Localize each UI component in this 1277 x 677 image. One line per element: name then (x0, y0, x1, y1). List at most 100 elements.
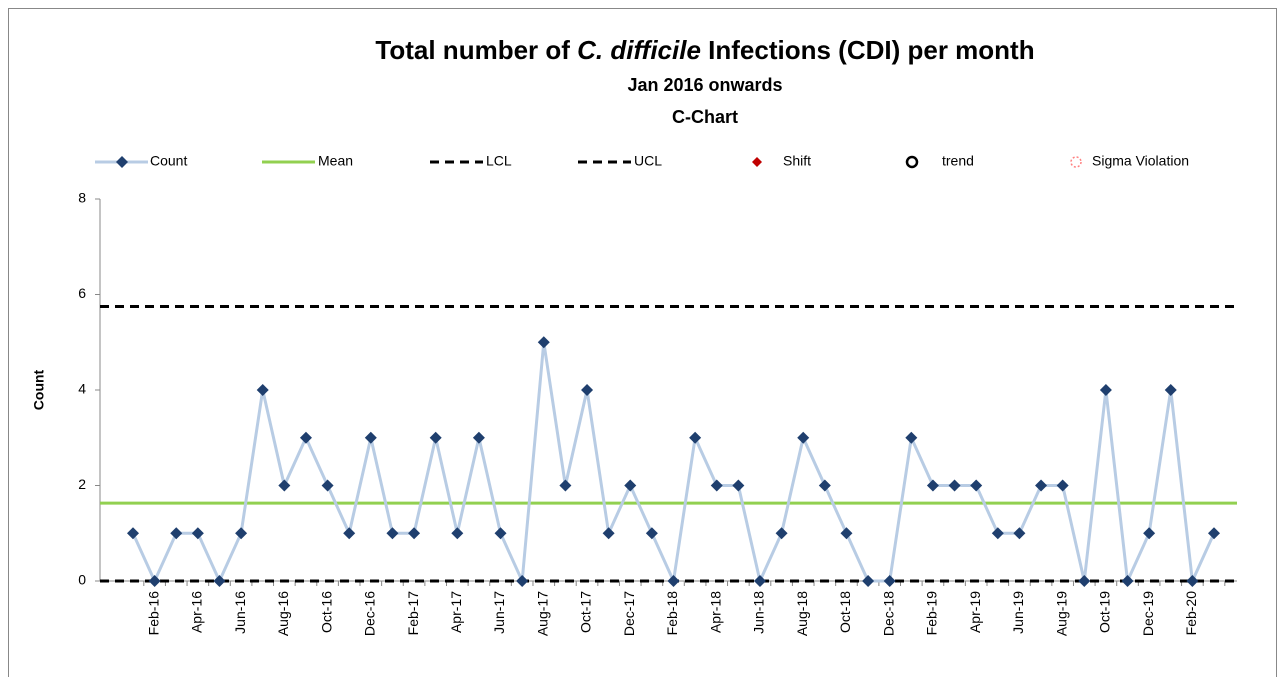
point (948, 479, 961, 492)
point (840, 527, 853, 540)
point (883, 575, 896, 587)
x-tick-label: Feb-19 (924, 591, 940, 636)
point (386, 527, 399, 540)
point (602, 527, 615, 540)
y-tick-label: 2 (78, 476, 86, 492)
title-part: C. difficile (577, 35, 701, 65)
x-tick-label: Oct-17 (578, 591, 594, 633)
x-tick-label: Jun-18 (751, 591, 767, 634)
point (926, 479, 939, 492)
y-axis-label: Count (31, 369, 47, 410)
legend-label: LCL (486, 153, 512, 169)
legend-marker (752, 157, 762, 167)
legend-marker (905, 155, 919, 169)
point (256, 384, 269, 396)
title-part: Infections (CDI) per month (701, 35, 1035, 65)
legend-label: UCL (634, 153, 662, 169)
subtitle: C-Chart (672, 107, 738, 127)
point (645, 527, 658, 540)
series-line (131, 342, 1216, 587)
point (127, 527, 139, 540)
point (408, 527, 421, 540)
point (472, 431, 485, 444)
point (667, 575, 680, 587)
x-tick-label: Jun-17 (491, 591, 507, 634)
x-tick-label: Jun-16 (232, 591, 248, 634)
y-tick-label: 6 (78, 285, 86, 301)
x-tick-label: Dec-19 (1140, 591, 1156, 636)
point (1121, 575, 1134, 587)
legend-label: Shift (783, 153, 811, 169)
x-tick-label: Jun-19 (1010, 591, 1026, 634)
frame (8, 8, 1277, 677)
point (1208, 527, 1220, 540)
x-tick-label: Aug-17 (534, 591, 550, 636)
point (1099, 384, 1112, 396)
point (732, 479, 745, 492)
point (451, 527, 464, 540)
point (343, 527, 356, 540)
point (775, 527, 788, 540)
point (364, 431, 377, 444)
point (1035, 479, 1048, 492)
x-tick-label: Dec-16 (362, 591, 378, 636)
point (624, 479, 637, 492)
point (1078, 575, 1091, 587)
point (170, 527, 183, 540)
legend-marker (1070, 156, 1082, 168)
point (753, 575, 766, 587)
point (862, 575, 875, 587)
legend-label: Count (150, 153, 187, 169)
x-tick-label: Dec-18 (880, 591, 896, 636)
x-tick-label: Aug-18 (794, 591, 810, 636)
point (321, 479, 334, 492)
legend-label: Mean (318, 153, 353, 169)
x-tick-label: Apr-16 (189, 591, 205, 633)
legend-marker (116, 156, 128, 168)
point (797, 431, 810, 444)
point (689, 431, 702, 444)
legend-label: Sigma Violation (1092, 153, 1189, 169)
x-tick-label: Aug-19 (1053, 591, 1069, 636)
point (1056, 479, 1069, 492)
x-tick-label: Feb-16 (145, 591, 161, 636)
point (991, 527, 1004, 540)
point (710, 479, 723, 492)
title-part: Total number of (375, 35, 577, 65)
point (429, 431, 442, 444)
point (1186, 575, 1199, 587)
x-tick-label: Apr-19 (967, 591, 983, 633)
x-tick-label: Oct-16 (318, 591, 334, 633)
point (537, 336, 550, 349)
point (818, 479, 831, 492)
point (299, 431, 312, 444)
legend-label: trend (942, 153, 974, 169)
point (581, 384, 594, 396)
point (191, 527, 204, 540)
y-tick-label: 4 (78, 381, 86, 397)
x-tick-label: Dec-17 (621, 591, 637, 636)
x-tick-label: Feb-18 (664, 591, 680, 636)
x-tick-label: Feb-17 (405, 591, 421, 636)
x-tick-label: Oct-19 (1097, 591, 1113, 633)
x-tick-label: Feb-20 (1183, 591, 1199, 636)
point (235, 527, 248, 540)
chart-title: Total number of C. difficile Infections … (375, 35, 1034, 65)
point (1164, 384, 1177, 396)
subtitle: Jan 2016 onwards (627, 75, 782, 95)
point (970, 479, 983, 492)
x-tick-label: Apr-18 (707, 591, 723, 633)
point (516, 575, 529, 587)
point (1013, 527, 1026, 540)
point (1143, 527, 1156, 540)
y-tick-label: 0 (78, 572, 86, 588)
x-tick-label: Aug-16 (275, 591, 291, 636)
point (148, 575, 161, 587)
point (213, 575, 226, 587)
point (559, 479, 572, 492)
point (494, 527, 507, 540)
point (278, 479, 291, 492)
x-tick-label: Oct-18 (837, 591, 853, 633)
x-tick-label: Apr-17 (448, 591, 464, 633)
